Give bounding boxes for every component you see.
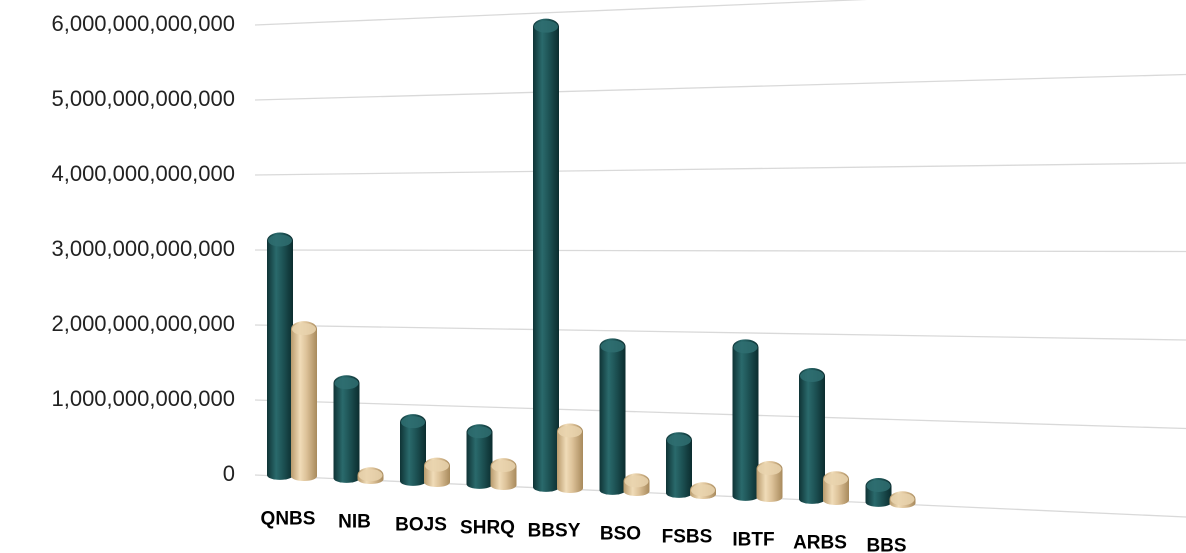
- bar-cap: [425, 459, 449, 472]
- bar: [599, 338, 626, 495]
- x-tick-label: BSO: [600, 523, 641, 544]
- bar-cap: [600, 340, 625, 353]
- bar-cap: [800, 370, 824, 383]
- x-tick-label: SHRQ: [460, 517, 515, 538]
- bar-cap: [890, 493, 915, 506]
- bar-cap: [691, 484, 715, 497]
- bar-cap: [534, 20, 558, 33]
- bar: [333, 375, 360, 483]
- bar: [623, 473, 650, 497]
- y-tick-label: 1,000,000,000,000: [51, 386, 235, 411]
- gridline: [254, 249, 1186, 253]
- bar-cap: [467, 426, 492, 439]
- x-tick-label: NIB: [338, 511, 371, 532]
- y-tick-label: 3,000,000,000,000: [51, 236, 235, 261]
- bar: [799, 368, 825, 504]
- bar-body: [799, 368, 825, 504]
- bar: [357, 467, 384, 485]
- bar: [267, 232, 293, 480]
- y-axis-tick-labels: 0 1,000,000,000,000 2,000,000,000,000 3,000…: [51, 11, 235, 486]
- x-tick-label: QNBS: [261, 508, 316, 529]
- gridline: [254, 73, 1186, 101]
- bar: [690, 482, 716, 500]
- bar: [490, 458, 517, 491]
- bar: [865, 478, 892, 507]
- bar-body: [400, 414, 426, 486]
- x-tick-label: BOJS: [395, 514, 447, 535]
- x-tick-label: ARBS: [793, 532, 847, 553]
- bar: [823, 471, 849, 506]
- bar-cap: [824, 473, 848, 486]
- y-tick-label: 5,000,000,000,000: [51, 86, 235, 111]
- x-tick-label: BBS: [866, 535, 906, 553]
- bar: [424, 457, 450, 488]
- bar-body: [267, 232, 293, 480]
- x-axis-category-labels: QNBS NIB BOJS SHRQ BBSY BSO FSBS IBTF ARBS BBS: [261, 508, 907, 553]
- gridline: [254, 162, 1186, 176]
- bar: [400, 414, 426, 486]
- gridline: [254, 399, 1186, 430]
- gridline: [254, 0, 868, 26]
- bar-cap: [866, 480, 891, 493]
- gridlines: [254, 0, 1186, 518]
- bar-body: [599, 338, 626, 495]
- bar-cap: [667, 434, 691, 447]
- bars: [267, 18, 916, 509]
- gridline: [254, 474, 1186, 518]
- y-tick-label: 0: [223, 461, 235, 486]
- x-tick-label: FSBS: [662, 526, 713, 547]
- bar-body: [557, 423, 583, 494]
- gridline: [254, 324, 1186, 341]
- bar-cap: [334, 377, 359, 390]
- bar-body: [466, 424, 493, 489]
- y-tick-label: 4,000,000,000,000: [51, 161, 235, 186]
- bar: [756, 460, 783, 503]
- bar-body: [732, 339, 759, 501]
- bar-cap: [358, 469, 383, 482]
- bar: [533, 18, 559, 492]
- bar-cap: [491, 460, 516, 473]
- bar-body: [533, 18, 559, 492]
- y-tick-label: 6,000,000,000,000: [51, 11, 235, 36]
- bar-cap: [733, 341, 758, 354]
- bar-cap: [757, 462, 782, 475]
- bar: [557, 423, 583, 494]
- bar: [666, 432, 692, 498]
- bar-cap: [624, 475, 649, 488]
- y-tick-label: 2,000,000,000,000: [51, 311, 235, 336]
- bar-cap: [292, 323, 316, 336]
- x-tick-label: IBTF: [732, 529, 774, 550]
- bar-cap: [558, 425, 582, 438]
- bar-cap: [401, 416, 425, 429]
- bar: [291, 321, 317, 482]
- x-tick-label: BBSY: [528, 520, 581, 541]
- bar-body: [666, 432, 692, 498]
- bar-body: [291, 321, 317, 482]
- bar: [466, 424, 493, 489]
- bar-cap: [268, 234, 292, 247]
- bar: [889, 491, 916, 509]
- bar: [732, 339, 759, 501]
- bar-body: [333, 375, 360, 483]
